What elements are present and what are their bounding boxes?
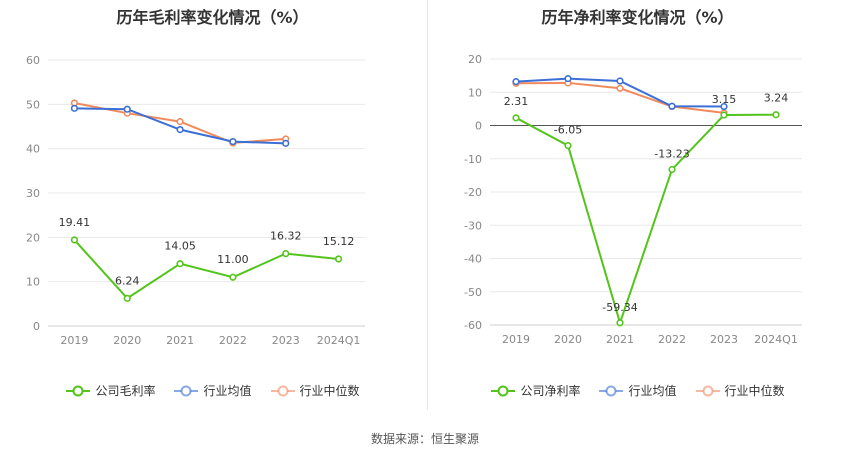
- data-point: [720, 102, 728, 111]
- legend-item[interactable]: 公司毛利率: [65, 382, 155, 399]
- data-point: [616, 319, 624, 327]
- legend-swatch-icon: [599, 385, 624, 396]
- legend-label: 行业中位数: [724, 384, 785, 398]
- y-tick-label: 40: [26, 143, 40, 156]
- y-tick-label: -20: [464, 186, 482, 199]
- y-tick-label: 20: [468, 53, 482, 66]
- y-tick-label: -50: [464, 286, 482, 299]
- data-point: [70, 236, 79, 244]
- legend-swatch-icon: [174, 385, 199, 396]
- data-label: 16.32: [270, 230, 302, 243]
- y-tick-label: -30: [464, 219, 482, 232]
- x-tick-label: 2024Q1: [317, 334, 361, 347]
- y-tick-label: 10: [26, 276, 40, 289]
- series-line: [73, 239, 339, 300]
- data-point: [334, 255, 343, 263]
- legend-item[interactable]: 行业中位数: [695, 382, 785, 399]
- data-label: 3.24: [764, 92, 789, 105]
- data-point: [123, 294, 131, 302]
- data-point: [123, 105, 131, 113]
- data-label: 2.31: [504, 95, 529, 108]
- y-tick-label: 50: [26, 98, 40, 111]
- legend-label: 行业均值: [628, 384, 677, 398]
- series-line: [515, 113, 777, 327]
- data-point: [70, 104, 79, 112]
- legend-swatch-icon: [491, 385, 516, 396]
- legend-item[interactable]: 行业均值: [173, 382, 252, 399]
- legend-label: 行业均值: [203, 384, 252, 398]
- data-point: [282, 139, 290, 147]
- x-tick-label: 2020: [113, 334, 141, 347]
- chart-title: 历年净利率变化情况（%）: [541, 8, 734, 27]
- data-label: 11.00: [217, 253, 249, 266]
- y-tick-label: -60: [464, 319, 482, 332]
- legend-label: 公司毛利率: [95, 384, 156, 398]
- gross-margin-chart-panel: 历年毛利率变化情况（%） 0 10 20 30 40 50 60 2019 2020 2021 20…: [0, 0, 425, 420]
- legend-label: 公司净利率: [520, 384, 581, 398]
- data-point: [720, 111, 728, 119]
- data-point: [668, 165, 676, 174]
- data-label: 15.12: [323, 235, 355, 248]
- data-point: [176, 118, 184, 126]
- y-tick-label: -10: [464, 153, 482, 166]
- data-point: [176, 126, 184, 134]
- legend-swatch-icon: [695, 385, 720, 396]
- data-source-note: 数据来源：恒生聚源: [370, 432, 479, 446]
- x-tick-label: 2019: [60, 334, 88, 347]
- legend-swatch-icon: [66, 385, 91, 396]
- legend-swatch-icon: [270, 385, 295, 396]
- data-point: [512, 78, 520, 86]
- y-tick-label: 10: [468, 86, 482, 99]
- data-point: [772, 111, 780, 119]
- data-point: [616, 77, 624, 85]
- data-point: [564, 142, 572, 150]
- x-tick-label: 2024Q1: [754, 333, 798, 346]
- x-tick-label: 2022: [219, 334, 247, 347]
- net-margin-chart: -60 -50 -40 -30 -20 -10 0 10 20 2019 2020 2021 2022 2…: [464, 53, 802, 346]
- gross-margin-chart: 0 10 20 30 40 50 60 2019 2020 2021 2022 2023 2024Q1 1…: [26, 54, 365, 347]
- y-tick-label: 20: [26, 231, 40, 244]
- data-label: 14.05: [164, 240, 196, 253]
- x-tick-label: 2020: [554, 333, 582, 346]
- legend-item[interactable]: 公司净利率: [490, 382, 580, 399]
- chart-legend: 公司毛利率 行业均值 行业中位数: [0, 382, 425, 399]
- y-tick-label: 60: [26, 54, 40, 67]
- legend-label: 行业中位数: [299, 384, 360, 398]
- y-tick-label: 0: [33, 320, 40, 333]
- data-label: -6.05: [554, 124, 582, 137]
- net-margin-chart-panel: 历年净利率变化情况（%） -60 -50 -40 -30 -20 -10 0 10 20 2019…: [425, 0, 850, 420]
- data-label: -59.34: [602, 301, 637, 314]
- series-line: [74, 107, 286, 145]
- x-tick-label: 2021: [606, 333, 634, 346]
- panel-divider: [427, 0, 428, 410]
- data-point: [176, 260, 184, 268]
- data-point: [229, 137, 237, 146]
- data-point: [229, 273, 237, 281]
- x-tick-label: 2021: [166, 334, 194, 347]
- legend-item[interactable]: 行业中位数: [270, 382, 360, 399]
- data-point: [282, 250, 290, 258]
- data-label: 3.15: [712, 93, 737, 106]
- x-tick-label: 2022: [658, 333, 686, 346]
- legend-item[interactable]: 行业均值: [598, 382, 677, 399]
- chart-title: 历年毛利率变化情况（%）: [116, 8, 309, 27]
- x-tick-label: 2019: [502, 333, 530, 346]
- data-point: [564, 75, 572, 83]
- data-point: [512, 114, 520, 122]
- data-point: [616, 84, 624, 92]
- x-tick-label: 2023: [710, 333, 738, 346]
- data-point: [668, 102, 676, 110]
- chart-legend: 公司净利率 行业均值 行业中位数: [425, 382, 850, 399]
- x-tick-label: 2023: [272, 334, 300, 347]
- y-tick-label: 0: [475, 120, 482, 133]
- y-tick-label: 30: [26, 187, 40, 200]
- y-tick-label: -40: [464, 253, 482, 266]
- data-label: 6.24: [115, 274, 140, 287]
- data-label: 19.41: [59, 216, 91, 229]
- data-label: -13.23: [654, 147, 689, 160]
